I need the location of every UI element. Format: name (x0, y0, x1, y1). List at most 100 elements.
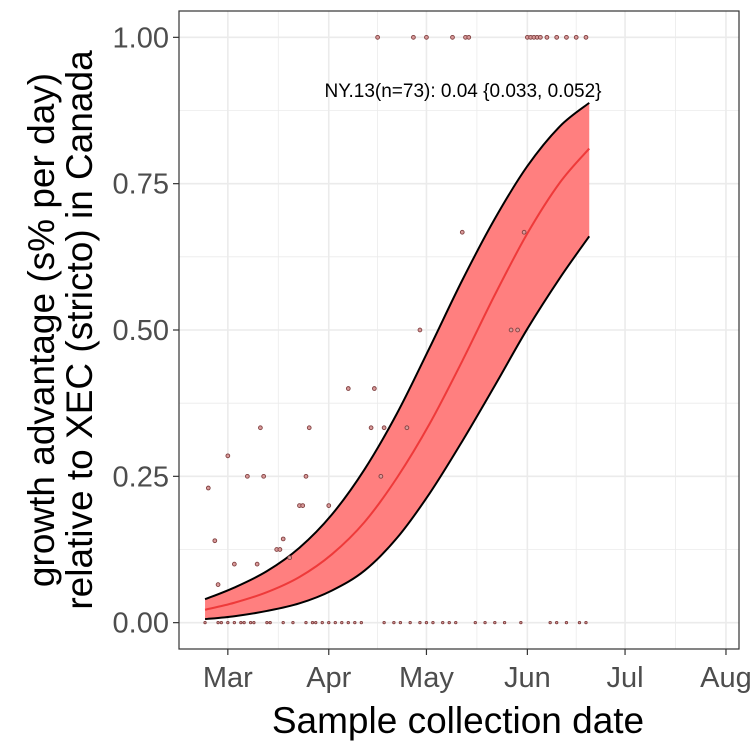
data-point (280, 536, 286, 542)
data-point (519, 621, 523, 625)
data-point (554, 34, 560, 40)
data-point (359, 621, 363, 625)
data-point (303, 473, 309, 479)
confidence-ribbon (204, 102, 591, 621)
data-point (418, 621, 422, 625)
data-point (254, 561, 260, 567)
data-point (258, 425, 263, 431)
data-point (320, 621, 324, 625)
x-tick-label: Jun (504, 662, 551, 694)
data-points (203, 34, 589, 625)
data-point (508, 327, 514, 333)
upper-bound-line (204, 102, 590, 601)
data-point (340, 621, 344, 625)
data-point (306, 425, 312, 431)
data-point (239, 621, 243, 625)
x-tick-label: Jul (607, 662, 644, 694)
data-point (245, 473, 250, 479)
data-point (454, 621, 458, 625)
x-tick-label: Mar (203, 662, 253, 694)
data-point (502, 621, 507, 625)
data-point (371, 386, 377, 391)
data-point (225, 453, 231, 459)
data-point (521, 229, 527, 235)
data-point (431, 621, 435, 625)
data-point (219, 621, 223, 625)
data-point (310, 621, 315, 625)
data-point (345, 386, 351, 391)
data-point (265, 621, 269, 625)
data-point (450, 34, 455, 40)
y-axis-title: growth advantage (s% per day) relative t… (21, 50, 100, 610)
data-point (248, 621, 253, 625)
data-point (411, 34, 416, 40)
y-tick-label: 0.75 (113, 169, 169, 201)
data-point (583, 34, 589, 40)
y-tick-label: 0.25 (113, 461, 169, 493)
data-point (327, 621, 331, 625)
data-point (314, 621, 318, 625)
data-point (232, 621, 236, 625)
data-point (353, 621, 357, 625)
data-point (304, 621, 308, 625)
data-point (555, 621, 559, 625)
data-point (215, 582, 221, 587)
x-tick-label: Apr (306, 662, 351, 694)
data-point (268, 621, 272, 625)
data-point (577, 621, 582, 625)
ribbon-fill (205, 102, 590, 620)
data-point (291, 621, 295, 625)
data-point (212, 538, 218, 544)
data-point (544, 34, 550, 40)
data-point (424, 34, 429, 40)
x-axis-title: Sample collection date (272, 700, 644, 741)
data-point (326, 503, 332, 508)
data-point (573, 34, 579, 40)
lower-bound-line (204, 235, 591, 621)
data-point (564, 34, 569, 40)
data-point (381, 425, 387, 431)
data-point (368, 425, 374, 431)
y-axis-title-line1: growth advantage (s% per day) (21, 73, 62, 587)
data-point (424, 621, 429, 625)
data-point (515, 327, 520, 333)
data-point (441, 621, 445, 625)
data-point (483, 621, 487, 625)
x-tick-label: Aug (700, 662, 750, 694)
data-point (466, 34, 472, 40)
data-point (205, 485, 211, 491)
data-point (584, 621, 588, 625)
data-point (417, 327, 423, 333)
data-point (493, 621, 497, 625)
data-point (287, 555, 293, 561)
x-tick-label: May (399, 662, 454, 694)
data-point (216, 621, 220, 625)
y-tick-label: 0.00 (113, 608, 169, 640)
y-axis-title-line2: relative to XEC (stricto) in Canada (59, 50, 100, 610)
data-point (333, 621, 337, 625)
fit-annotation: NY.13(n=73): 0.04 {0.033, 0.052} (325, 81, 602, 102)
data-point (203, 621, 207, 625)
data-point (261, 473, 267, 479)
data-point (231, 561, 237, 567)
data-point (408, 621, 412, 625)
data-point (281, 621, 285, 625)
fit-line (204, 147, 590, 611)
data-point (382, 621, 386, 625)
data-point (378, 473, 384, 479)
data-point (300, 503, 306, 508)
data-point (459, 229, 465, 235)
data-point (538, 34, 543, 40)
data-point (346, 621, 350, 625)
data-point (277, 547, 283, 552)
data-point (548, 621, 552, 625)
data-point (242, 621, 246, 625)
data-point (226, 621, 230, 625)
y-tick-label: 0.50 (113, 315, 169, 347)
data-point (564, 621, 569, 625)
data-point (252, 621, 256, 625)
data-point (375, 34, 380, 40)
data-point (398, 621, 403, 625)
y-tick-label: 1.00 (113, 22, 169, 54)
